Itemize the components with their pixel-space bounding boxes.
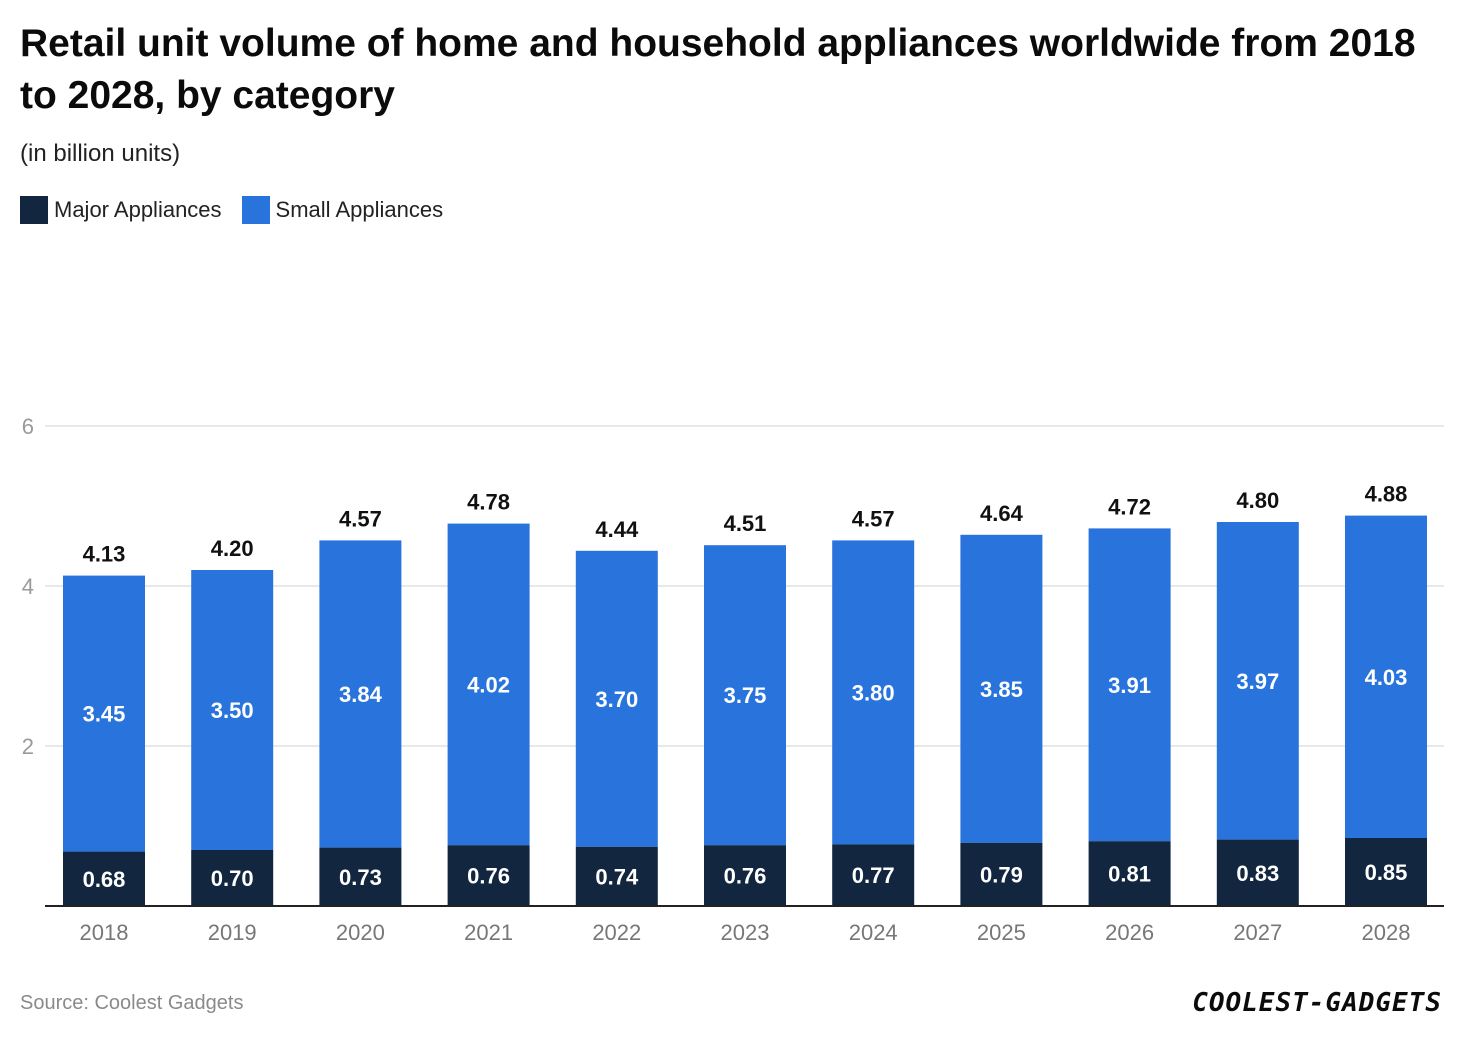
- bar-major-2025: [960, 842, 1043, 906]
- bar-small-2019: [191, 570, 274, 850]
- source-note: Source: Coolest Gadgets: [20, 992, 244, 1014]
- data-label-total: 4.64: [980, 501, 1024, 526]
- data-label-small: 3.85: [980, 677, 1023, 702]
- data-label-total: 4.80: [1236, 488, 1279, 513]
- data-label-major: 0.76: [467, 864, 510, 889]
- x-tick-label: 2023: [721, 920, 770, 945]
- data-label-major: 0.79: [980, 862, 1023, 887]
- data-label-total: 4.78: [467, 490, 510, 515]
- data-label-total: 4.44: [595, 517, 639, 542]
- bar-major-2028: [1345, 838, 1427, 906]
- data-label-major: 0.73: [339, 865, 382, 890]
- chart-title: Retail unit volume of home and household…: [20, 22, 1416, 117]
- bar-major-2026: [1088, 841, 1171, 906]
- x-tick-label: 2026: [1105, 920, 1154, 945]
- bar-small-2027: [1216, 522, 1299, 840]
- x-tick-label: 2019: [208, 920, 257, 945]
- data-label-total: 4.57: [339, 506, 382, 531]
- x-tick-label: 2022: [592, 920, 641, 945]
- x-tick-label: 2024: [849, 920, 898, 945]
- data-label-total: 4.88: [1365, 482, 1408, 507]
- data-label-major: 0.68: [83, 867, 126, 892]
- x-tick-label: 2018: [80, 920, 129, 945]
- legend-swatch-major: [20, 196, 48, 224]
- data-label-small: 3.91: [1108, 673, 1151, 698]
- y-tick-label: 6: [22, 414, 34, 439]
- data-label-major: 0.81: [1108, 862, 1151, 887]
- bar-major-2018: [63, 851, 145, 906]
- y-tick-label: 2: [22, 734, 34, 759]
- data-label-major: 0.74: [595, 864, 639, 889]
- data-label-small: 3.75: [724, 683, 767, 708]
- legend-item-major[interactable]: Major Appliances: [20, 196, 222, 224]
- data-label-total: 4.13: [83, 542, 126, 567]
- bar-small-2028: [1345, 515, 1427, 838]
- data-label-small: 3.80: [852, 680, 895, 705]
- data-label-small: 3.97: [1236, 669, 1279, 694]
- bar-small-2025: [960, 534, 1043, 843]
- x-tick-label: 2028: [1362, 920, 1411, 945]
- bar-major-2024: [832, 844, 915, 906]
- data-label-major: 0.70: [211, 866, 254, 891]
- legend-item-small[interactable]: Small Appliances: [241, 196, 444, 224]
- chart-legend: Major Appliances Small Appliances: [20, 196, 463, 224]
- data-label-small: 3.84: [339, 682, 383, 707]
- data-label-total: 4.72: [1108, 494, 1151, 519]
- data-label-total: 4.57: [852, 506, 895, 531]
- x-tick-label: 2025: [977, 920, 1026, 945]
- x-tick-label: 2021: [464, 920, 513, 945]
- data-label-small: 3.70: [595, 687, 638, 712]
- bar-major-2023: [704, 845, 786, 906]
- bar-small-2020: [319, 540, 402, 848]
- bar-small-2022: [575, 550, 658, 847]
- legend-label-major: Major Appliances: [54, 197, 222, 222]
- data-label-major: 0.77: [852, 863, 895, 888]
- bar-small-2023: [704, 545, 786, 846]
- bar-major-2021: [447, 845, 530, 906]
- bar-major-2020: [319, 847, 402, 906]
- bar-small-2018: [63, 575, 145, 852]
- data-label-small: 4.02: [467, 672, 510, 697]
- data-label-major: 0.85: [1365, 860, 1408, 885]
- brand-logo: COOLEST-GADGETS: [1192, 988, 1442, 1018]
- bar-small-2024: [832, 540, 915, 845]
- bar-major-2019: [191, 850, 274, 906]
- bar-major-2022: [575, 846, 658, 906]
- data-label-small: 3.45: [83, 702, 126, 727]
- legend-label-small: Small Appliances: [275, 197, 444, 222]
- data-label-small: 3.50: [211, 698, 254, 723]
- data-label-major: 0.76: [724, 864, 767, 889]
- data-label-total: 4.51: [724, 511, 767, 536]
- bar-small-2026: [1088, 528, 1171, 842]
- bar-small-2021: [447, 523, 530, 846]
- data-label-total: 4.20: [211, 536, 254, 561]
- x-tick-label: 2027: [1233, 920, 1282, 945]
- chart-subtitle: (in billion units): [20, 140, 181, 167]
- bar-major-2027: [1216, 839, 1299, 906]
- y-tick-label: 4: [22, 574, 34, 599]
- data-label-major: 0.83: [1236, 861, 1279, 886]
- data-label-small: 4.03: [1365, 665, 1408, 690]
- legend-swatch-small: [241, 196, 270, 224]
- x-tick-label: 2020: [336, 920, 385, 945]
